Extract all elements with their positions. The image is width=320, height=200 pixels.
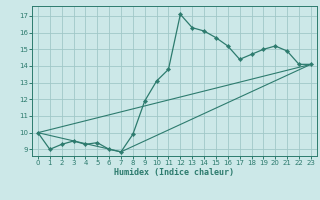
X-axis label: Humidex (Indice chaleur): Humidex (Indice chaleur) xyxy=(115,168,234,177)
